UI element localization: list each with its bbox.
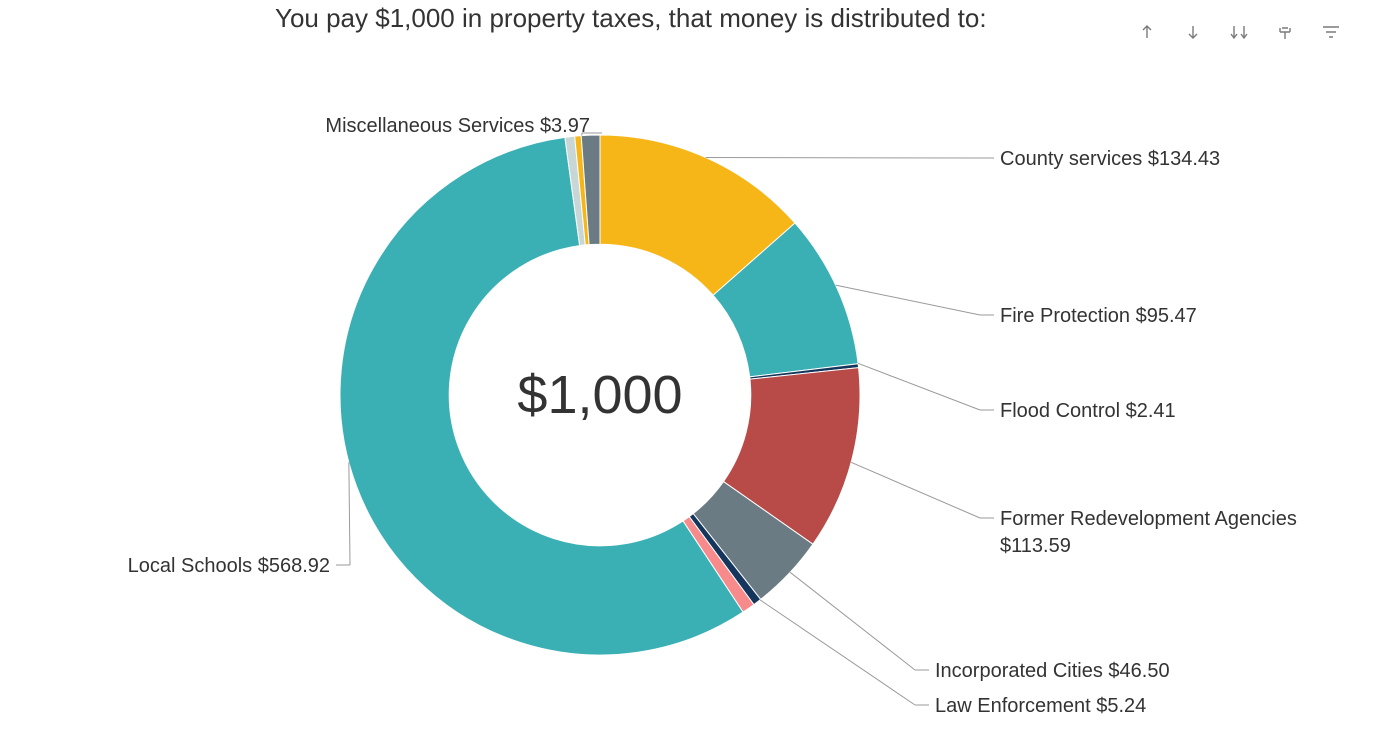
- pin-icon[interactable]: [1273, 20, 1297, 44]
- callout-misc_services: Miscellaneous Services $3.97: [325, 113, 590, 140]
- callout-flood_control: Flood Control $2.41: [1000, 398, 1176, 425]
- sort-both-icon[interactable]: [1227, 20, 1251, 44]
- chart-title: You pay $1,000 in property taxes, that m…: [275, 3, 987, 34]
- callout-law_enforcement: Law Enforcement $5.24: [935, 693, 1146, 720]
- filter-icon[interactable]: [1319, 20, 1343, 44]
- callout-county_services: County services $134.43: [1000, 146, 1220, 173]
- chart-toolbar: [1135, 20, 1343, 44]
- sort-asc-icon[interactable]: [1135, 20, 1159, 44]
- callout-fire_protection: Fire Protection $95.47: [1000, 303, 1197, 330]
- callout-incorporated_cities: Incorporated Cities $46.50: [935, 658, 1170, 685]
- donut-svg: [335, 130, 865, 660]
- callout-former_redev: Former Redevelopment Agencies$113.59: [1000, 506, 1297, 560]
- callout-local_schools: Local Schools $568.92: [128, 553, 330, 580]
- donut-chart: $1,000 County services $134.43Fire Prote…: [0, 80, 1373, 752]
- sort-desc-icon[interactable]: [1181, 20, 1205, 44]
